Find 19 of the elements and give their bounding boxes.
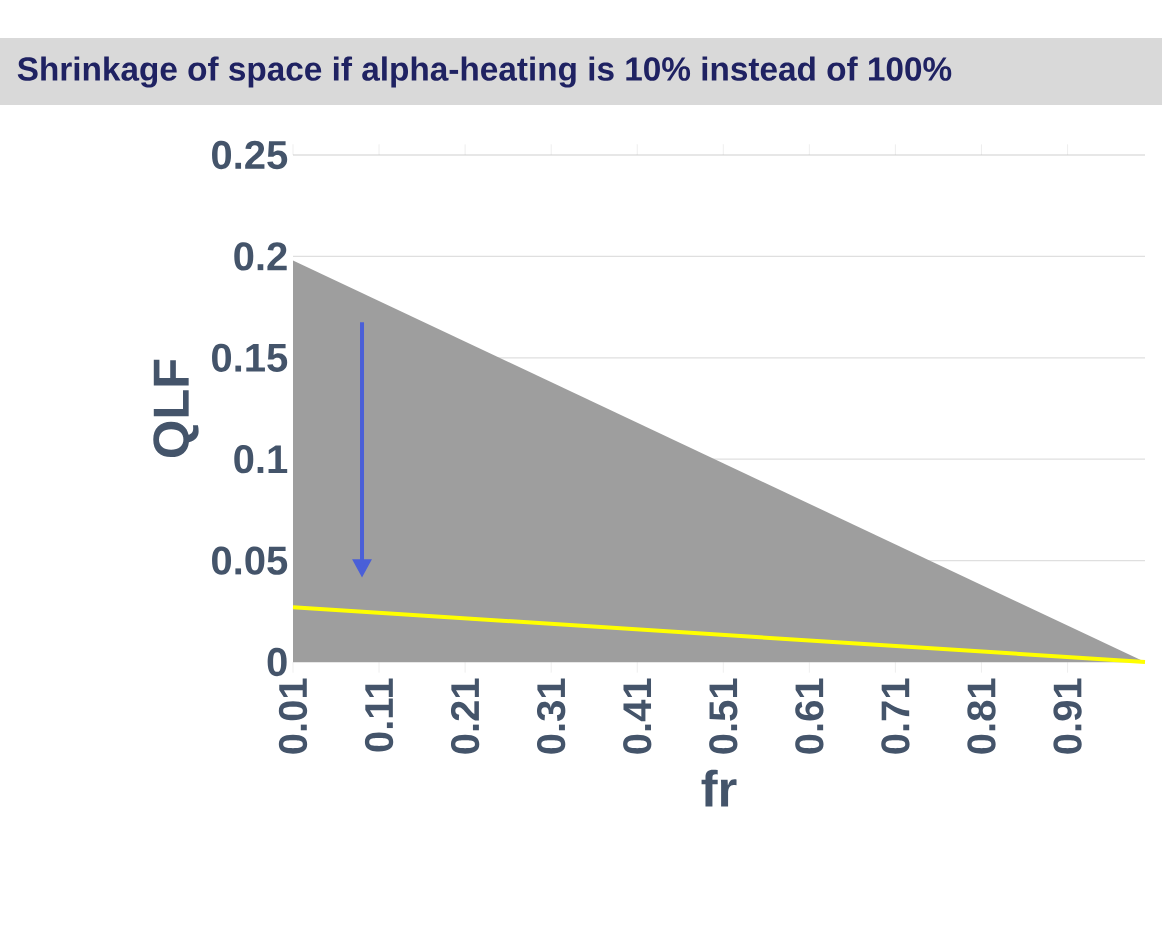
x-tick-label: 0.01: [278, 678, 308, 754]
x-tick-label: 0.61: [795, 678, 824, 754]
y-tick-label: 0.05: [212, 546, 288, 575]
y-tick-label: 0.15: [212, 343, 288, 372]
y-tick-label: 0: [267, 647, 287, 677]
x-tick-label: 0.71: [881, 678, 910, 754]
y-tick-label: 0.25: [212, 140, 288, 170]
x-axis-title: fr: [701, 769, 737, 807]
x-tick-label: 0.31: [536, 678, 566, 754]
x-tick-label: 0.51: [709, 678, 738, 754]
y-axis-title: QLF: [153, 359, 199, 458]
y-tick-label: 0.2: [234, 242, 287, 271]
x-tick-label: 0.21: [450, 678, 480, 754]
chart-title: Shrinkage of space if alpha-heating is 10% instead of 100%: [17, 56, 952, 88]
x-tick-label: 0.41: [623, 678, 652, 754]
x-tick-label: 0.91: [1053, 678, 1082, 754]
x-tick-label: 0.81: [967, 678, 996, 754]
x-tick-label: 0.11: [364, 678, 394, 752]
y-tick-label: 0.1: [234, 445, 288, 474]
